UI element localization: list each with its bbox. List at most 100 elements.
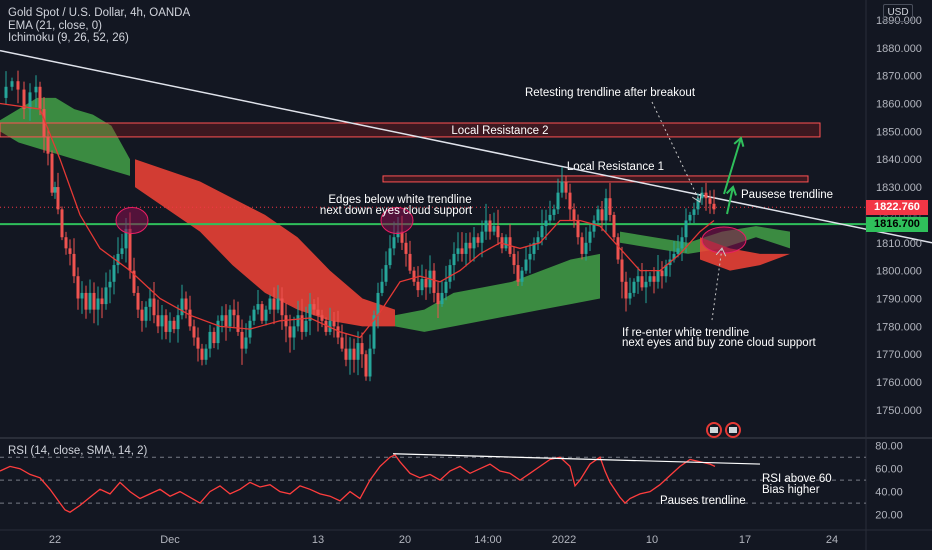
candle-body [176,315,180,330]
ema-legend[interactable]: EMA (21, close, 0) [8,20,102,32]
candle-body [504,237,508,249]
candle-body [324,320,328,332]
candle-body [652,276,656,282]
candle-body [156,315,160,327]
rsi-tick-label: 80.00 [875,441,903,453]
price-tick-label: 1760.000 [876,377,922,389]
green-arrow-up[interactable] [723,137,742,195]
candle-body [168,320,172,332]
candle-body [180,298,184,316]
candle-body [708,198,712,204]
price-tick-label: 1770.000 [876,349,922,361]
candle-body [636,276,640,282]
candle-body [68,248,72,254]
candle-body [140,309,144,321]
time-tick-label: 22 [49,534,61,546]
ichimoku-cloud-green [395,253,600,332]
chart-annotation: Edges below white trendline [328,194,471,206]
candle-body [656,270,660,282]
candle-body [392,237,396,249]
highlight-ellipse[interactable] [115,207,149,234]
candle-body [528,253,532,260]
candle-body [34,86,38,93]
candle-body [196,337,200,349]
candle-body [53,187,57,193]
support-price-tag: 1816.700 [866,216,928,232]
candle-body [596,209,600,221]
candle-body [260,304,264,321]
candle-body [336,326,340,338]
rsi-tick-label: 60.00 [875,464,903,476]
price-tick-label: 1890.000 [876,15,922,27]
candle-body [42,109,46,137]
time-tick-label: 10 [646,534,658,546]
candle-body [352,348,356,360]
candle-body [224,315,228,327]
resistance-zone[interactable] [382,175,809,183]
candle-body [276,298,280,310]
candle-body [424,279,428,288]
candle-body [556,192,560,210]
candle-body [468,242,472,249]
candle-body [448,265,452,282]
candle-body [300,315,304,332]
candle-body [380,281,384,293]
candle-body [88,292,92,310]
candle-body [588,231,592,243]
price-tick-label: 1830.000 [876,182,922,194]
candle-body [396,231,400,238]
candle-body [72,253,76,277]
candle-body [124,228,128,249]
candle-body [384,265,388,282]
highlight-ellipse[interactable] [701,226,747,254]
ichimoku-cloud-red [135,159,395,327]
candle-body [268,298,272,310]
resistance-zone[interactable] [0,122,821,138]
dotted-arrow-retest-head [692,193,702,203]
dotted-arrow-retest[interactable] [651,101,701,203]
zone-label: Local Resistance 1 [567,161,664,173]
ichimoku-legend[interactable]: Ichimoku (9, 26, 52, 26) [8,32,129,44]
dotted-arrow-reenter[interactable] [711,247,723,321]
highlight-ellipse[interactable] [380,207,414,234]
rsi-line[interactable] [0,454,716,513]
candle-body [536,237,540,243]
chart-annotation: next eyes and buy zone cloud support [622,337,817,349]
ema-line[interactable] [0,102,715,339]
candle-body [444,281,448,293]
candle-body [104,287,108,305]
green-arrow-small[interactable] [726,186,734,215]
candle-body [552,209,556,215]
candle-body [408,253,412,271]
price-trendline[interactable] [0,49,932,244]
rsi-trendline[interactable] [392,453,761,465]
candle-body [64,237,68,249]
price-tick-label: 1870.000 [876,71,922,83]
candle-body [568,192,572,210]
currency-button[interactable]: USD [883,4,913,22]
price-tick-label: 1750.000 [876,405,922,417]
candle-body [22,89,26,110]
candle-body [676,248,680,254]
rsi-legend[interactable]: RSI (14, close, SMA, 14, 2) [8,445,148,457]
candle-body [28,92,32,110]
candle-body [188,309,192,327]
candle-body [548,214,552,221]
price-tick-label: 1780.000 [876,321,922,333]
candle-body [600,209,604,221]
candle-body [604,198,608,221]
time-tick-label: 2022 [552,534,576,546]
rsi-tick-label: 40.00 [875,487,903,499]
candle-body [412,270,416,282]
candle-body [50,153,54,193]
candle-body [400,231,404,243]
event-flag-icon-inner [729,427,737,433]
candle-body [320,315,324,321]
price-tick-label: 1810.000 [876,238,922,250]
candle-body [488,220,492,232]
candle-body [700,192,704,199]
candle-body [56,187,60,210]
symbol-legend[interactable]: Gold Spot / U.S. Dollar, 4h, OANDA [8,7,191,19]
candle-body [620,259,624,282]
